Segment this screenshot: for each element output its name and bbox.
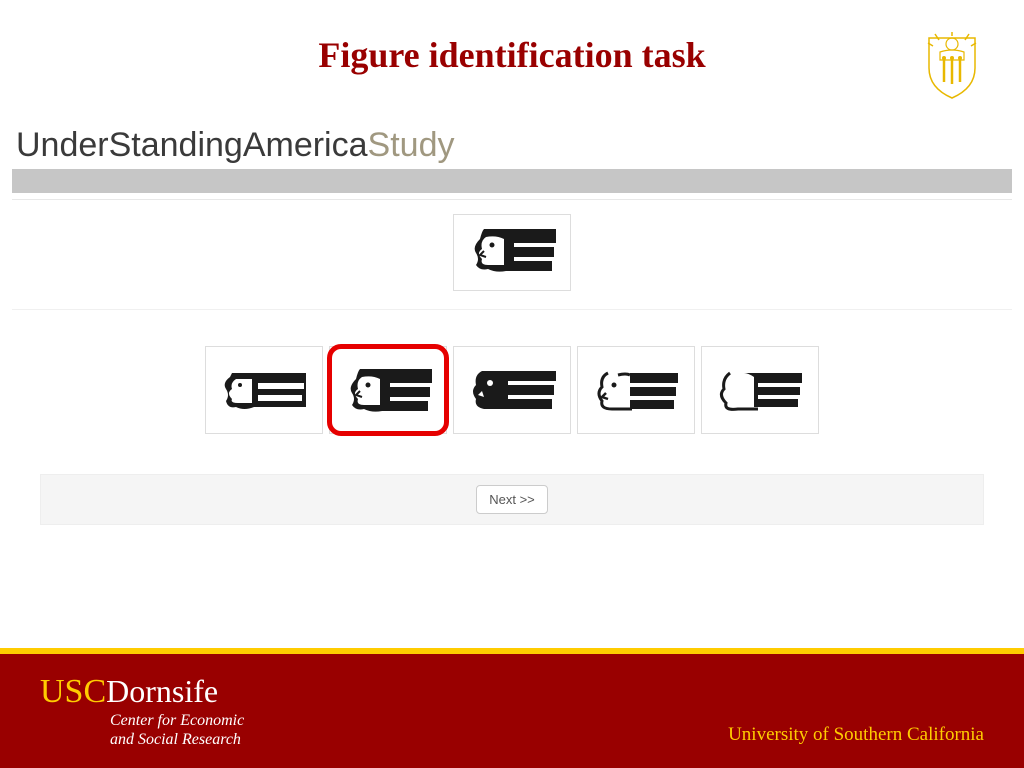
footer-university: University of Southern California [728, 724, 984, 768]
slide-title: Figure identification task [0, 0, 1024, 76]
progress-bar [12, 169, 1012, 193]
footer-center-line1: Center for Economic [110, 711, 244, 730]
footer-center-line2: and Social Research [110, 730, 244, 749]
option-5[interactable] [701, 346, 819, 434]
footer-left: USCDornsife Center for Economic and Soci… [40, 673, 244, 749]
study-logo: UnderStandingAmericaStudy [12, 126, 1012, 165]
option-3[interactable] [453, 346, 571, 434]
next-button[interactable]: Next >> [476, 485, 548, 514]
divider [12, 199, 1012, 200]
option-1[interactable] [205, 346, 323, 434]
study-logo-suffix: Study [368, 126, 455, 164]
usc-shield-icon [925, 30, 979, 105]
footer-dornsife: Dornsife [106, 673, 218, 709]
study-logo-main: UnderStandingAmerica [16, 126, 368, 164]
options-row [12, 346, 1012, 434]
option-2[interactable] [329, 346, 447, 434]
footer: USCDornsife Center for Economic and Soci… [0, 648, 1024, 768]
button-bar: Next >> [40, 474, 984, 525]
target-figure-row [12, 214, 1012, 291]
option-4[interactable] [577, 346, 695, 434]
footer-cardinal-bar: USCDornsife Center for Economic and Soci… [0, 654, 1024, 768]
target-figure [453, 214, 571, 291]
divider [12, 309, 1012, 310]
content-area: UnderStandingAmericaStudy [12, 126, 1012, 525]
footer-usc: USC [40, 673, 106, 710]
